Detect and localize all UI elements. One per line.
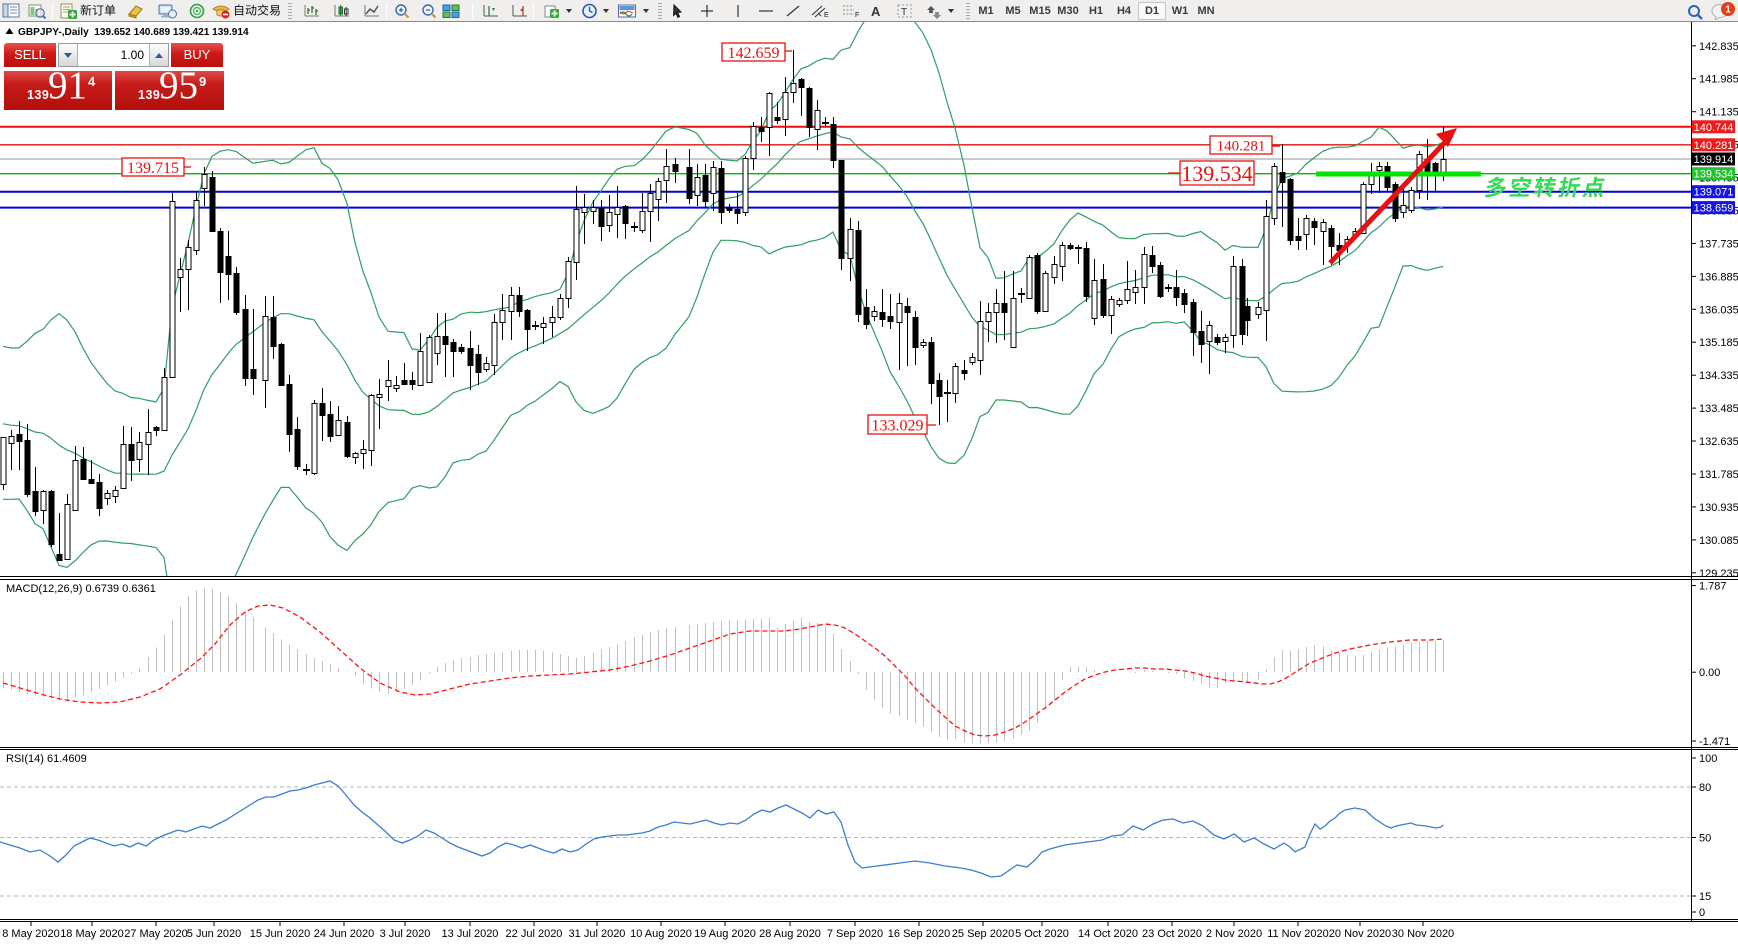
svg-text:141.985: 141.985 xyxy=(1699,74,1738,86)
svg-text:14 Oct 2020: 14 Oct 2020 xyxy=(1078,928,1138,940)
svg-text:5 Jun 2020: 5 Jun 2020 xyxy=(187,928,241,940)
svg-text:19 Aug 2020: 19 Aug 2020 xyxy=(694,928,756,940)
svg-text:28 Aug 2020: 28 Aug 2020 xyxy=(759,928,821,940)
svg-text:0.00: 0.00 xyxy=(1699,667,1720,679)
svg-text:142.659: 142.659 xyxy=(728,45,780,62)
svg-text:80: 80 xyxy=(1699,782,1711,794)
svg-text:139.071: 139.071 xyxy=(1694,187,1734,199)
svg-text:139.534: 139.534 xyxy=(1694,169,1734,181)
svg-text:E: E xyxy=(824,12,829,19)
svg-text:131.785: 131.785 xyxy=(1699,469,1738,481)
svg-text:1: 1 xyxy=(1725,5,1731,16)
svg-text:129.235: 129.235 xyxy=(1699,568,1738,580)
svg-text:25 Sep 2020: 25 Sep 2020 xyxy=(952,928,1014,940)
svg-text:1.787: 1.787 xyxy=(1699,581,1727,593)
svg-text:31 Jul 2020: 31 Jul 2020 xyxy=(569,928,626,940)
svg-text:11 Nov 2020: 11 Nov 2020 xyxy=(1267,928,1329,940)
svg-text:136.885: 136.885 xyxy=(1699,271,1738,283)
svg-text:0: 0 xyxy=(1699,907,1705,919)
svg-text:142.835: 142.835 xyxy=(1699,41,1738,53)
svg-text:-1.471: -1.471 xyxy=(1699,736,1730,748)
svg-text:T: T xyxy=(901,7,907,18)
svg-text:16 Sep 2020: 16 Sep 2020 xyxy=(888,928,950,940)
svg-text:10 Aug 2020: 10 Aug 2020 xyxy=(630,928,692,940)
svg-text:MACD(12,26,9) 0.6739 0.6361: MACD(12,26,9) 0.6739 0.6361 xyxy=(6,583,156,595)
svg-text:22 Jul 2020: 22 Jul 2020 xyxy=(506,928,563,940)
svg-text:18 May 2020: 18 May 2020 xyxy=(60,928,124,940)
svg-text:23 Oct 2020: 23 Oct 2020 xyxy=(1142,928,1202,940)
svg-text:140.744: 140.744 xyxy=(1694,122,1734,134)
svg-text:133.029: 133.029 xyxy=(872,417,924,434)
svg-text:139.534: 139.534 xyxy=(1181,161,1253,186)
svg-text:3 Jul 2020: 3 Jul 2020 xyxy=(380,928,431,940)
svg-text:134.335: 134.335 xyxy=(1699,370,1738,382)
svg-text:130.935: 130.935 xyxy=(1699,502,1738,514)
svg-text:24 Jun 2020: 24 Jun 2020 xyxy=(314,928,375,940)
svg-text:F: F xyxy=(855,12,859,19)
svg-text:100: 100 xyxy=(1699,753,1717,765)
svg-text:15: 15 xyxy=(1699,891,1711,903)
svg-text:13 Jul 2020: 13 Jul 2020 xyxy=(442,928,499,940)
svg-text:20 Nov 2020: 20 Nov 2020 xyxy=(1329,928,1391,940)
svg-text:140.281: 140.281 xyxy=(1694,140,1734,152)
svg-text:5 Oct 2020: 5 Oct 2020 xyxy=(1015,928,1069,940)
svg-text:138.659: 138.659 xyxy=(1694,203,1734,215)
svg-text:139.914: 139.914 xyxy=(1694,154,1734,166)
svg-text:130.085: 130.085 xyxy=(1699,535,1738,547)
svg-text:135.185: 135.185 xyxy=(1699,337,1738,349)
svg-text:30 Nov 2020: 30 Nov 2020 xyxy=(1392,928,1454,940)
svg-text:140.281: 140.281 xyxy=(1217,138,1266,154)
svg-text:RSI(14) 61.4609: RSI(14) 61.4609 xyxy=(6,753,87,765)
svg-text:8 May 2020: 8 May 2020 xyxy=(2,928,59,940)
svg-text:136.035: 136.035 xyxy=(1699,304,1738,316)
svg-text:7 Sep 2020: 7 Sep 2020 xyxy=(827,928,883,940)
svg-text:27 May 2020: 27 May 2020 xyxy=(124,928,188,940)
svg-text:139.715: 139.715 xyxy=(127,160,179,177)
svg-text:50: 50 xyxy=(1699,833,1711,845)
svg-text:137.735: 137.735 xyxy=(1699,238,1738,250)
svg-text:133.485: 133.485 xyxy=(1699,403,1738,415)
svg-text:15 Jun 2020: 15 Jun 2020 xyxy=(250,928,311,940)
svg-text:141.135: 141.135 xyxy=(1699,107,1738,119)
svg-text:132.635: 132.635 xyxy=(1699,436,1738,448)
svg-text:2 Nov 2020: 2 Nov 2020 xyxy=(1206,928,1262,940)
